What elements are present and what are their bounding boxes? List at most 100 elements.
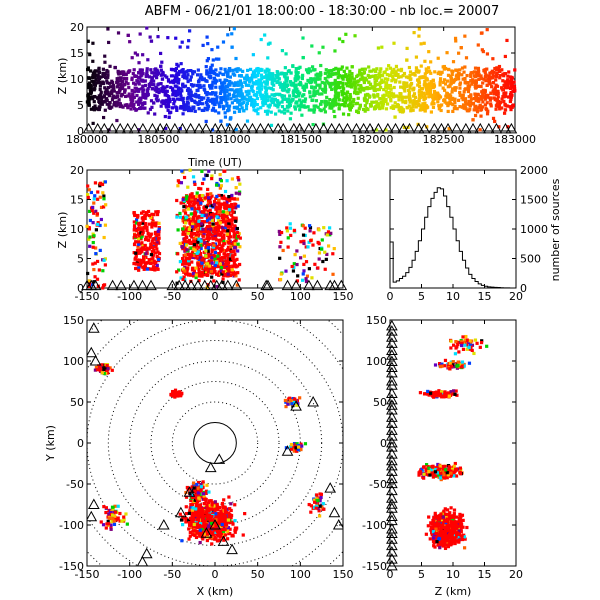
time-source-point xyxy=(370,69,374,73)
time-source-point xyxy=(486,93,490,98)
time-source-point xyxy=(452,78,457,82)
plan-source-point xyxy=(225,537,230,541)
time-source-point xyxy=(374,79,379,83)
plan-source-point xyxy=(187,518,191,522)
time-source-point xyxy=(141,79,145,83)
xz-source-point xyxy=(286,236,290,240)
time-source-point xyxy=(494,83,498,87)
time-source-point xyxy=(436,71,440,76)
xz-source-point xyxy=(219,238,223,242)
xz-source-point xyxy=(222,252,226,256)
time-source-point xyxy=(186,45,190,49)
plan-ytick-label: 150 xyxy=(63,314,84,327)
xz-source-point xyxy=(141,244,145,248)
xz-source-point xyxy=(143,213,148,218)
time-source-point xyxy=(268,77,273,81)
time-source-point xyxy=(386,86,390,90)
time-source-point xyxy=(451,102,455,107)
time-source-point xyxy=(480,90,484,94)
time-source-point xyxy=(205,69,209,73)
xz-source-point xyxy=(212,266,217,270)
xz-source-point xyxy=(206,231,210,236)
xz-source-point xyxy=(207,242,211,247)
time-source-point xyxy=(233,98,237,102)
xz-source-point xyxy=(221,210,225,214)
time-source-point xyxy=(139,70,144,74)
xz-source-point xyxy=(225,200,229,204)
time-source-point xyxy=(383,77,387,81)
xz-source-point xyxy=(302,269,306,273)
time-source-point xyxy=(322,107,326,111)
xz-source-point xyxy=(332,247,336,251)
xz-source-point xyxy=(185,261,189,265)
xz-source-point xyxy=(157,233,161,237)
xz-source-point xyxy=(209,213,213,217)
time-source-point xyxy=(135,100,139,104)
time-source-point xyxy=(278,92,282,97)
xz-source-point xyxy=(301,224,305,228)
time-ytick-label: 20 xyxy=(70,21,84,34)
time-station-marker xyxy=(389,122,402,134)
xz-source-point xyxy=(186,185,190,189)
time-source-point xyxy=(161,70,165,75)
xz-source-point xyxy=(208,208,212,212)
xz-source-point xyxy=(195,219,199,223)
time-source-point xyxy=(415,99,419,104)
time-source-point xyxy=(418,104,422,108)
time-source-point xyxy=(509,77,514,82)
plan-source-point xyxy=(199,521,203,526)
xz-source-point xyxy=(196,257,200,261)
time-station-marker xyxy=(146,122,159,134)
time-source-point xyxy=(189,90,193,94)
time-source-point xyxy=(425,77,429,81)
xz-source-point xyxy=(132,228,136,232)
xz-source-point xyxy=(153,251,157,255)
xz-source-point xyxy=(208,236,212,240)
time-source-point xyxy=(187,89,191,93)
xz-source-point xyxy=(193,206,197,210)
time-station-marker xyxy=(325,122,338,134)
time-height-panel: 180000 180500 181000 181500 182000 182500 1830… xyxy=(66,21,536,146)
time-source-point xyxy=(464,81,468,85)
time-source-point xyxy=(282,107,287,112)
time-station-marker xyxy=(160,122,173,134)
time-source-point xyxy=(423,109,427,113)
time-source-point xyxy=(126,82,130,86)
xz-source-point xyxy=(219,267,223,272)
xz-source-point xyxy=(184,236,189,240)
time-source-point xyxy=(473,82,478,87)
xz-source-point xyxy=(213,250,218,255)
time-source-point xyxy=(138,96,143,100)
time-source-point xyxy=(204,119,208,124)
xz-ytick-label: 15 xyxy=(70,194,84,207)
xz-station-marker xyxy=(89,279,102,291)
time-source-point xyxy=(117,76,121,80)
plan-ytick-label: -50 xyxy=(66,478,84,491)
time-source-point xyxy=(226,33,230,37)
time-source-point xyxy=(104,97,108,101)
time-source-point xyxy=(449,101,453,106)
time-source-point xyxy=(276,70,280,75)
time-source-point xyxy=(136,102,141,106)
xz-source-point xyxy=(195,253,199,257)
time-source-point xyxy=(218,91,223,96)
time-source-point xyxy=(489,104,493,108)
time-source-point xyxy=(473,84,477,89)
xz-source-point xyxy=(222,242,226,246)
time-source-point xyxy=(243,76,247,81)
xz-source-point xyxy=(193,220,197,224)
xz-source-point xyxy=(104,203,108,207)
time-source-point xyxy=(90,95,95,99)
xz-source-point xyxy=(180,245,185,249)
time-source-point xyxy=(117,98,121,102)
time-source-point xyxy=(341,112,346,116)
time-source-point xyxy=(163,92,167,96)
time-source-point xyxy=(346,80,351,84)
time-source-point xyxy=(307,108,311,112)
time-source-point xyxy=(149,82,153,86)
xz-source-point xyxy=(88,218,93,223)
time-source-point xyxy=(490,70,494,75)
time-source-point xyxy=(205,99,210,103)
xz-source-point xyxy=(284,269,288,273)
time-source-point xyxy=(327,72,331,76)
